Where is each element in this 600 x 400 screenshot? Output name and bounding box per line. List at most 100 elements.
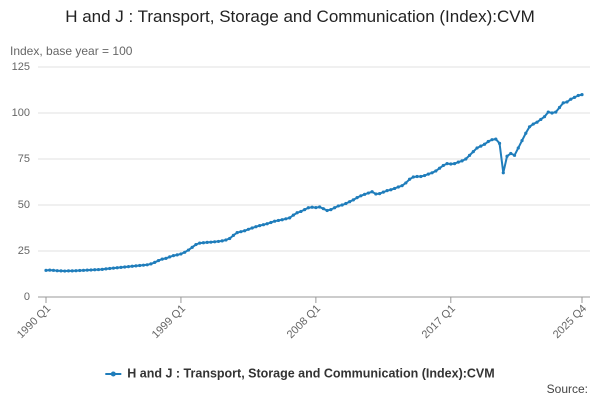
y-tick-label: 75 xyxy=(18,153,30,165)
point xyxy=(351,198,355,202)
point xyxy=(119,265,123,269)
x-tick-label: 1999 Q1 xyxy=(150,303,188,341)
point xyxy=(381,190,385,194)
legend-marker xyxy=(110,371,116,377)
point xyxy=(505,154,509,158)
point xyxy=(126,265,131,269)
point xyxy=(209,240,213,244)
point xyxy=(437,166,442,170)
point xyxy=(100,267,104,271)
point xyxy=(321,207,325,211)
point xyxy=(269,220,273,225)
point xyxy=(359,194,363,198)
point xyxy=(220,239,224,243)
point xyxy=(63,269,67,273)
point xyxy=(336,204,340,208)
point xyxy=(329,208,333,212)
point xyxy=(130,264,134,268)
x-tick-label: 2017 Q1 xyxy=(420,303,458,341)
point xyxy=(198,241,202,245)
point xyxy=(168,255,172,259)
point xyxy=(141,263,146,267)
point xyxy=(81,268,86,272)
point xyxy=(265,222,269,226)
point xyxy=(392,186,397,191)
point xyxy=(284,217,288,221)
point xyxy=(89,268,93,272)
point xyxy=(306,206,310,210)
point xyxy=(70,269,74,273)
point xyxy=(93,268,97,272)
point xyxy=(44,268,48,272)
point xyxy=(456,160,460,164)
point xyxy=(464,157,468,161)
point xyxy=(51,268,56,272)
legend-label: H and J : Transport, Storage and Communi… xyxy=(127,366,494,380)
point xyxy=(115,266,119,270)
point xyxy=(572,95,577,99)
point xyxy=(243,229,247,233)
point xyxy=(318,205,322,209)
point xyxy=(85,268,89,272)
point xyxy=(153,260,157,265)
y-tick-label: 125 xyxy=(12,61,30,73)
point xyxy=(366,191,370,195)
point xyxy=(104,267,108,271)
point xyxy=(164,256,168,260)
point xyxy=(411,175,415,179)
point xyxy=(111,266,116,270)
point xyxy=(156,258,161,263)
point xyxy=(561,101,565,105)
point xyxy=(363,192,367,196)
point xyxy=(194,242,198,247)
point xyxy=(430,171,434,175)
point xyxy=(449,162,453,166)
point xyxy=(66,269,71,273)
point xyxy=(385,189,389,193)
point xyxy=(291,213,295,217)
point xyxy=(276,218,280,223)
point xyxy=(78,268,82,273)
y-axis-label: Index, base year = 100 xyxy=(10,44,133,58)
point xyxy=(235,231,239,235)
point xyxy=(138,263,142,268)
point xyxy=(426,172,430,176)
point xyxy=(377,191,382,196)
point xyxy=(422,173,427,178)
point xyxy=(415,174,419,179)
point xyxy=(520,139,524,143)
point xyxy=(509,151,513,156)
point xyxy=(550,111,554,115)
point xyxy=(280,218,284,222)
point xyxy=(471,150,475,154)
point xyxy=(288,216,292,220)
point xyxy=(524,131,528,135)
point xyxy=(516,146,520,150)
point xyxy=(494,137,498,141)
point xyxy=(224,238,228,242)
point xyxy=(273,219,277,223)
point xyxy=(145,263,149,267)
point xyxy=(475,146,479,150)
point xyxy=(123,265,127,269)
point xyxy=(482,142,487,146)
point xyxy=(486,139,490,144)
chart-title: H and J : Transport, Storage and Communi… xyxy=(65,7,535,26)
point xyxy=(546,110,550,114)
point xyxy=(299,209,303,214)
y-tick-label: 50 xyxy=(18,199,30,211)
point xyxy=(55,269,59,273)
point xyxy=(186,248,191,252)
point xyxy=(452,162,457,166)
point xyxy=(479,144,483,148)
point xyxy=(396,185,400,189)
point xyxy=(254,225,258,229)
point xyxy=(389,188,393,192)
point xyxy=(576,93,580,98)
point xyxy=(59,269,63,273)
point xyxy=(228,236,232,241)
point xyxy=(250,226,254,230)
point xyxy=(171,254,176,258)
